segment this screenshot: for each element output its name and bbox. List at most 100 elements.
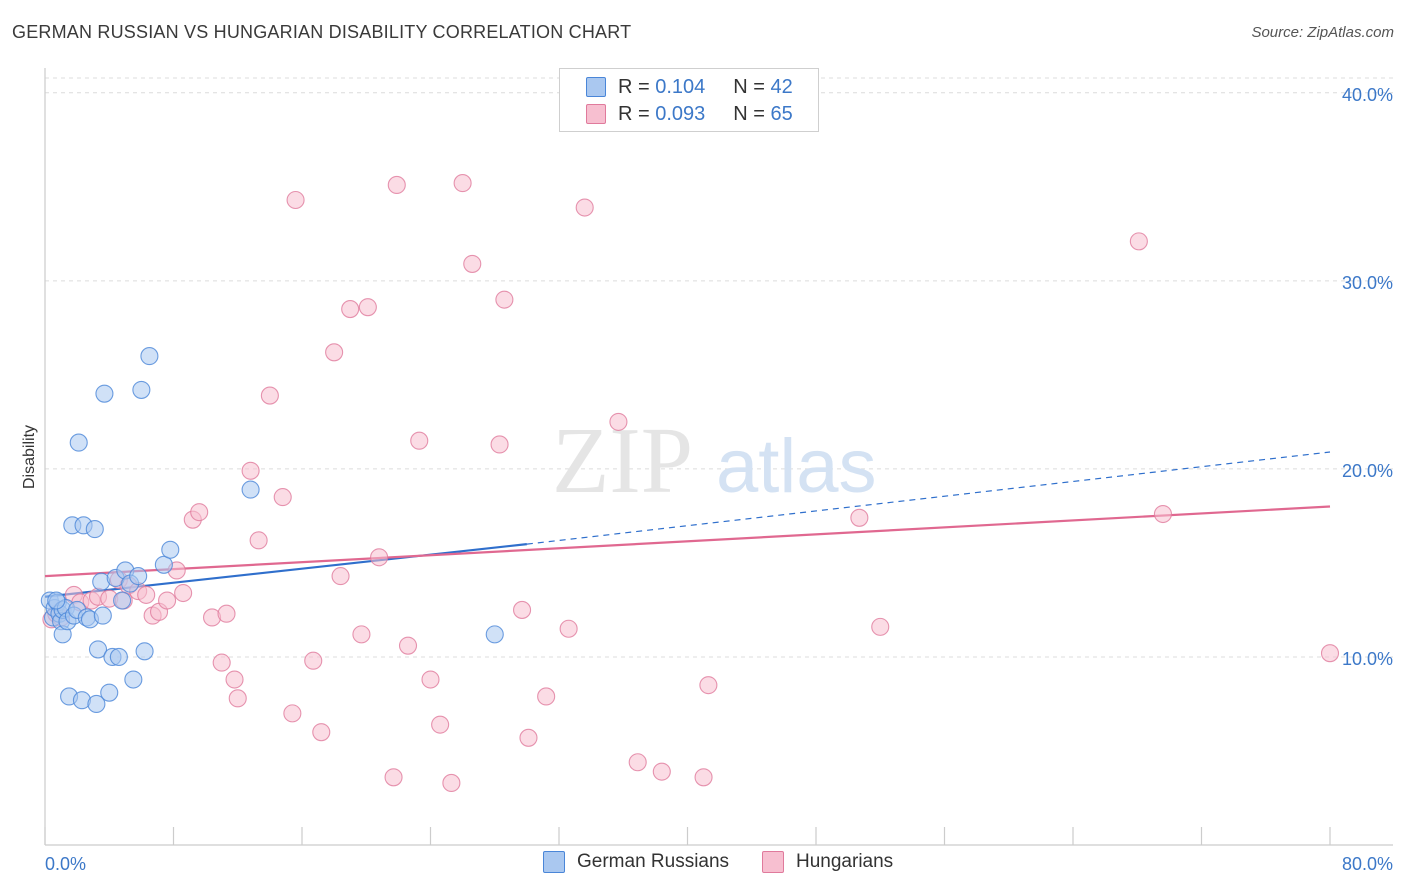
data-points <box>40 174 1340 792</box>
point-hungarians <box>273 488 292 507</box>
point-hungarians <box>352 625 371 644</box>
y-tick-label: 10.0% <box>1342 649 1393 669</box>
point-hungarians <box>325 343 344 362</box>
point-german-russians <box>113 591 132 610</box>
point-hungarians <box>513 600 532 619</box>
point-hungarians <box>1153 504 1172 524</box>
bottom-legend-swatch-blue <box>543 851 565 873</box>
point-hungarians <box>699 676 718 695</box>
point-hungarians <box>575 198 594 217</box>
legend-row-german-russians: R = 0.104 N = 42 <box>618 74 793 100</box>
point-german-russians <box>132 380 151 399</box>
point-hungarians <box>358 298 377 317</box>
point-hungarians <box>241 461 260 480</box>
point-hungarians <box>628 753 647 772</box>
legend: R = 0.104 N = 42 R = 0.093 N = 65 <box>559 68 819 132</box>
point-hungarians <box>312 723 331 742</box>
point-hungarians <box>384 768 403 787</box>
point-hungarians <box>537 687 556 706</box>
bottom-legend-label: Hungarians <box>796 851 894 872</box>
grid-lines <box>45 77 1393 658</box>
point-hungarians <box>1129 232 1148 251</box>
point-hungarians <box>850 508 869 527</box>
legend-r-label: R = <box>618 75 650 98</box>
y-tick-label: 20.0% <box>1342 461 1393 481</box>
point-hungarians <box>871 617 890 636</box>
point-german-russians <box>88 640 108 659</box>
point-hungarians <box>387 175 406 194</box>
point-german-russians <box>69 433 88 452</box>
trend-line-german-russians-extension <box>526 451 1331 545</box>
point-hungarians <box>421 670 440 689</box>
legend-r-label: R = <box>618 102 650 125</box>
legend-n-label: N = <box>733 102 765 125</box>
point-hungarians <box>174 583 193 603</box>
point-hungarians <box>370 548 389 567</box>
point-hungarians <box>431 715 450 734</box>
point-hungarians <box>609 412 628 431</box>
point-german-russians <box>87 694 106 714</box>
point-hungarians <box>398 636 418 655</box>
legend-n-label: N = <box>733 75 765 98</box>
legend-swatch-german-russians <box>586 77 606 97</box>
chart-title: GERMAN RUSSIAN VS HUNGARIAN DISABILITY C… <box>12 22 632 42</box>
point-hungarians <box>559 619 578 638</box>
point-german-russians <box>109 647 128 667</box>
bottom-legend-hungarians: Hungarians <box>762 851 893 873</box>
point-hungarians <box>519 728 538 747</box>
point-hungarians <box>283 704 302 723</box>
point-hungarians <box>331 567 350 586</box>
bottom-legend-label: German Russians <box>577 851 730 872</box>
point-german-russians <box>161 540 180 559</box>
point-german-russians <box>100 683 119 702</box>
watermark-atlas: atlas <box>716 424 877 509</box>
point-german-russians <box>85 520 104 539</box>
point-hungarians <box>463 254 482 273</box>
point-hungarians <box>453 174 472 193</box>
point-hungarians <box>225 670 244 689</box>
tick-labels: 10.0% 20.0% 30.0% 40.0% 0.0% 80.0% <box>45 85 1393 874</box>
point-german-russians <box>95 384 114 403</box>
point-hungarians <box>694 768 713 787</box>
legend-n-value: 42 <box>770 75 793 98</box>
point-hungarians <box>260 386 279 405</box>
trend-line-hungarians <box>44 505 1331 578</box>
point-hungarians <box>495 290 514 309</box>
point-german-russians <box>47 591 66 610</box>
legend-n-value: 65 <box>770 102 793 125</box>
point-hungarians <box>1320 644 1340 663</box>
y-tick-label: 30.0% <box>1342 273 1393 293</box>
point-german-russians <box>124 670 143 689</box>
watermark: ZIP atlas <box>552 409 877 513</box>
point-german-russians <box>135 642 154 661</box>
point-hungarians <box>304 651 323 670</box>
source-credit: Source: ZipAtlas.com <box>1251 24 1394 41</box>
point-german-russians <box>485 625 504 644</box>
point-hungarians <box>249 531 268 550</box>
bottom-legend-german-russians: German Russians <box>543 851 729 873</box>
point-german-russians <box>140 347 159 366</box>
x-tick-label-max: 80.0% <box>1342 854 1393 874</box>
point-hungarians <box>652 762 671 781</box>
y-axis-label: Disability <box>21 425 38 489</box>
point-german-russians <box>154 555 173 574</box>
point-hungarians <box>137 585 156 604</box>
legend-row-hungarians: R = 0.093 N = 65 <box>618 101 793 127</box>
y-tick-label: 40.0% <box>1342 85 1393 105</box>
legend-r-value: 0.093 <box>655 102 706 125</box>
point-hungarians <box>442 773 461 792</box>
point-german-russians <box>129 567 148 586</box>
x-tick-label-min: 0.0% <box>45 854 86 874</box>
point-hungarians <box>190 503 209 522</box>
axes <box>44 68 1393 846</box>
point-german-russians <box>241 480 260 499</box>
legend-swatch-hungarians <box>586 104 606 124</box>
point-hungarians <box>286 190 305 210</box>
point-hungarians <box>341 300 360 319</box>
point-hungarians <box>410 431 429 450</box>
point-hungarians <box>158 591 177 610</box>
point-hungarians <box>228 689 247 708</box>
point-hungarians <box>490 435 509 454</box>
point-hungarians <box>212 653 231 672</box>
